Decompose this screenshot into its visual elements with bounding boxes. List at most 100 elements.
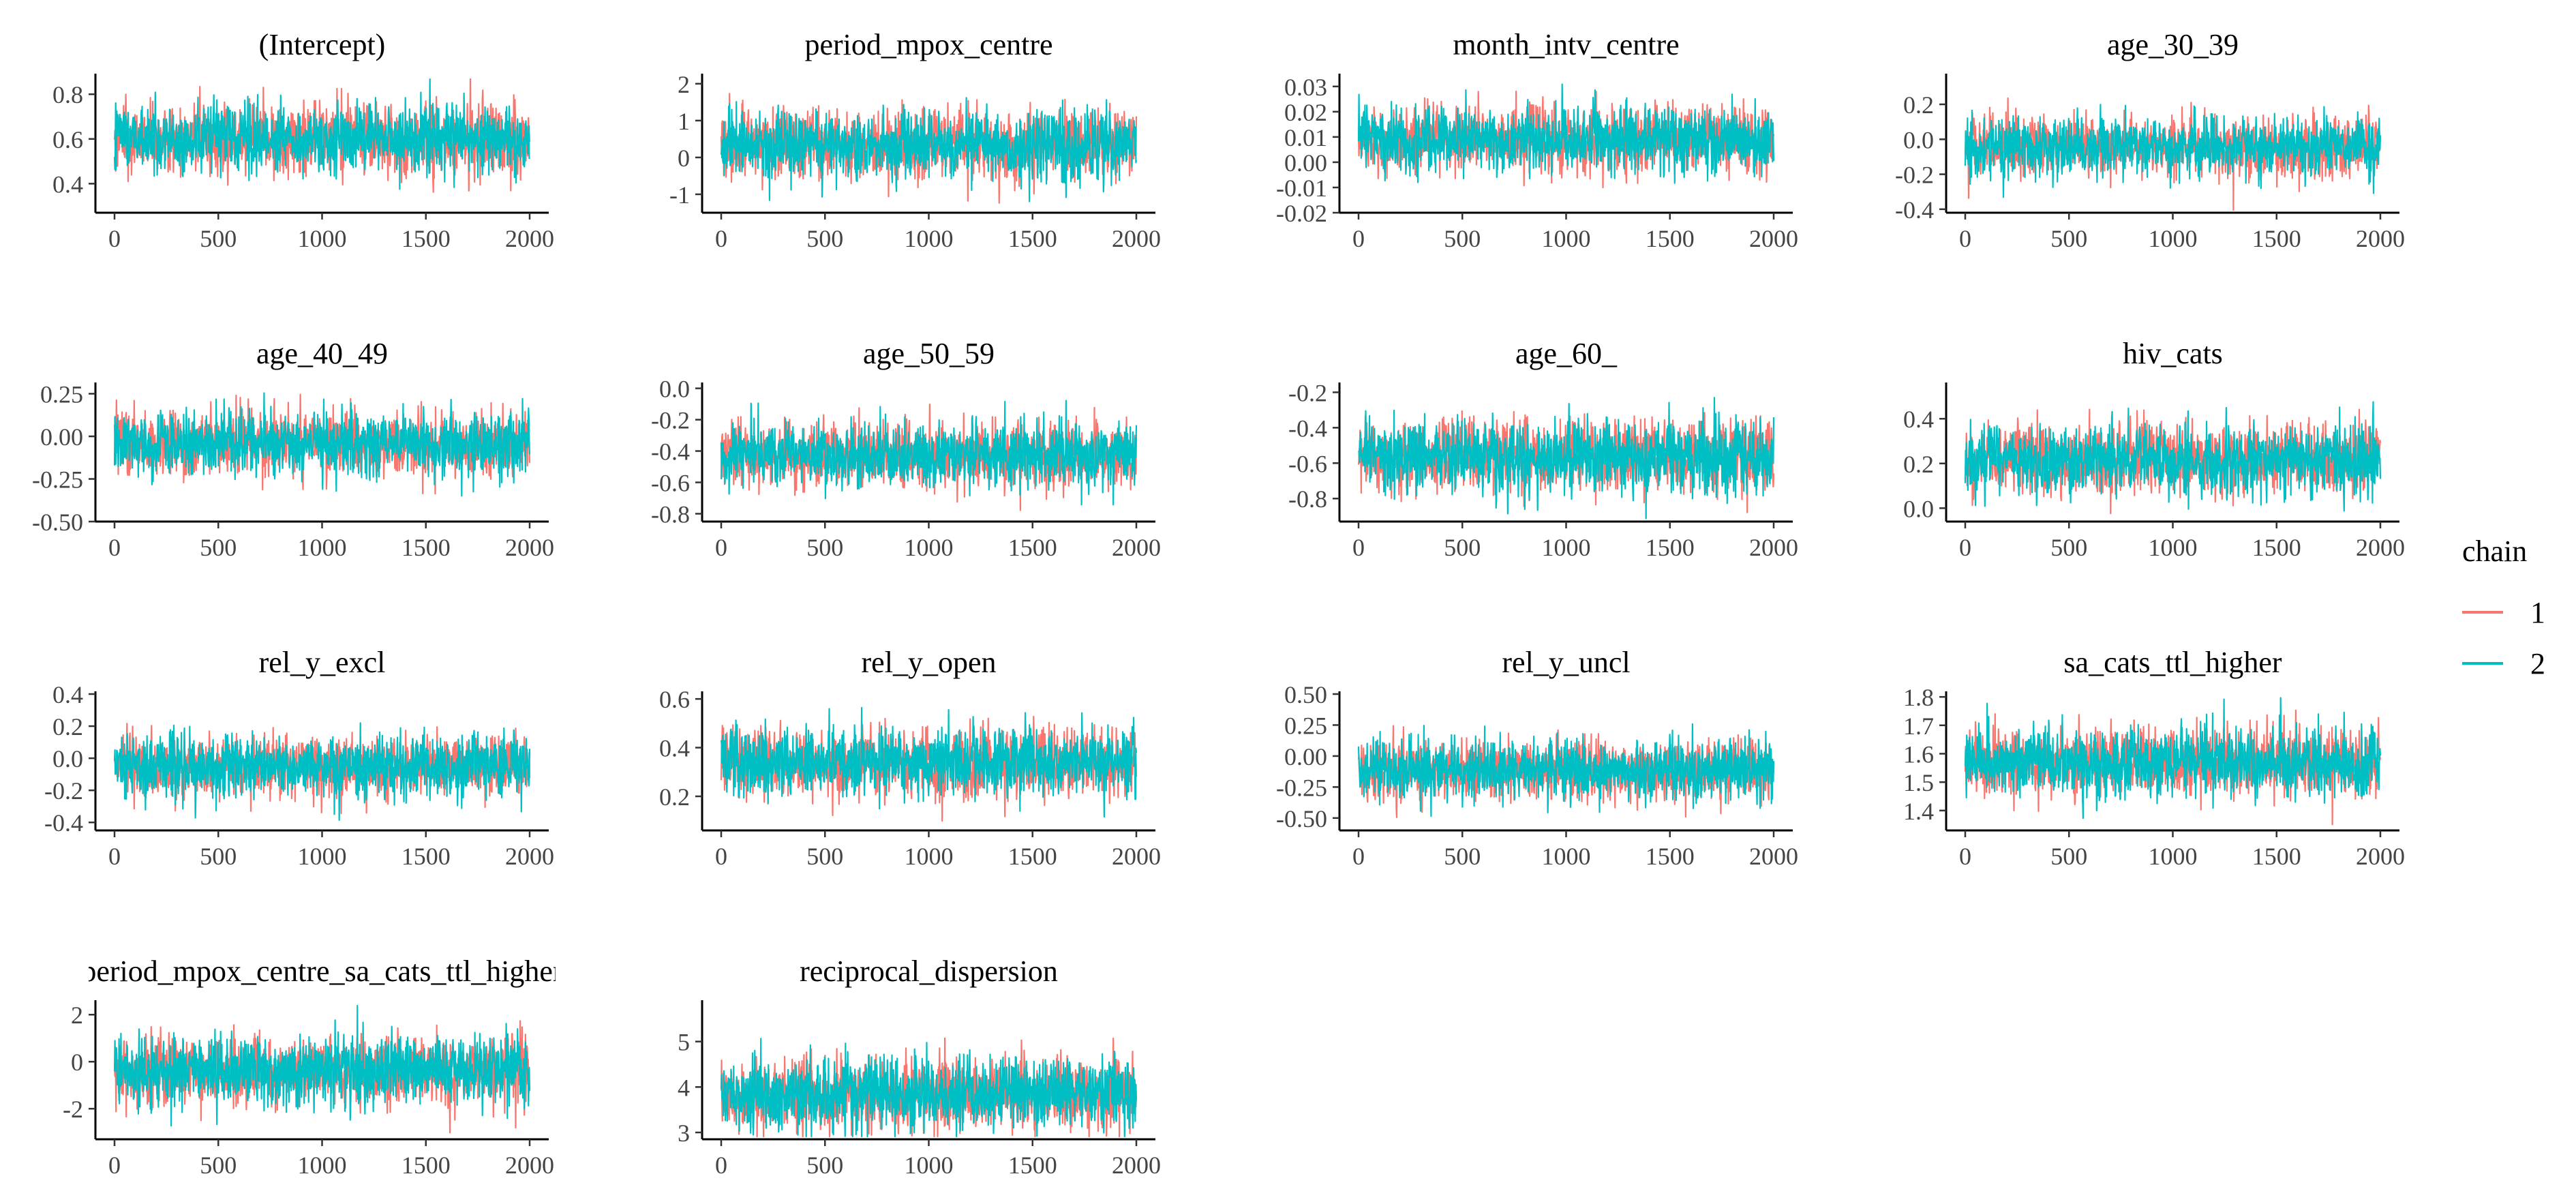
y-tick-label: -1 bbox=[669, 181, 690, 209]
x-tick-label: 0 bbox=[108, 534, 121, 561]
y-tick-label: 0.0 bbox=[1903, 495, 1934, 522]
legend-entry-1: 1 bbox=[2462, 596, 2545, 629]
panel-title-month-intv-centre: month_intv_centre bbox=[1453, 28, 1679, 61]
x-tick-label: 1000 bbox=[905, 1152, 954, 1179]
y-tick-label: 0.4 bbox=[1903, 406, 1934, 433]
legend-label-chain-2: 2 bbox=[2530, 647, 2545, 680]
y-tick-label: 0 bbox=[678, 145, 690, 172]
y-tick-label: -0.25 bbox=[1276, 774, 1327, 801]
panel-sa-cats-ttl-higher: sa_cats_ttl_higher 1.41.51.61.71.8 0 500 100… bbox=[1903, 646, 2405, 870]
panel-title-intercept: (Intercept) bbox=[259, 28, 386, 61]
y-tick-label: -0.4 bbox=[1895, 196, 1934, 224]
trace-age-30-39-chain-2 bbox=[1964, 104, 2382, 198]
x-tick-label: 2000 bbox=[2356, 225, 2405, 252]
x-tick-label: 1500 bbox=[1008, 1152, 1057, 1179]
x-tick-label: 2000 bbox=[505, 843, 554, 870]
x-tick-label: 1000 bbox=[905, 225, 954, 252]
x-tick-label: 0 bbox=[715, 225, 727, 252]
y-tick-label: -0.01 bbox=[1276, 175, 1327, 202]
y-tick-label: 1.5 bbox=[1903, 769, 1934, 796]
x-tick-label: 0 bbox=[1352, 534, 1365, 561]
x-tick-label: 2000 bbox=[2356, 534, 2405, 561]
y-tick-label: 0.0 bbox=[1903, 126, 1934, 153]
panel-age-40-49: age_40_49 -0.50 -0.25 0.00 0.25 0 500 1000 1500 2… bbox=[32, 337, 554, 561]
x-tick-label: 500 bbox=[806, 534, 843, 561]
trace-rel-y-excl-chain-2 bbox=[113, 722, 531, 821]
x-tick-label: 2000 bbox=[1749, 843, 1798, 870]
x-tick-label: 1000 bbox=[298, 1152, 347, 1179]
y-tick-label: 0.2 bbox=[659, 783, 690, 811]
trace-sa-cats-ttl-higher-chain-2 bbox=[1964, 697, 2382, 820]
x-tick-label: 2000 bbox=[1112, 225, 1161, 252]
x-tick-label: 1500 bbox=[401, 534, 451, 561]
y-tick-label: 0.00 bbox=[1284, 149, 1327, 177]
x-tick-label: 500 bbox=[1444, 225, 1481, 252]
panel-intercept: (Intercept) 0.4 0.6 0.8 0 500 1000 1500 2000 bbox=[52, 28, 554, 252]
y-tick-label: 2 bbox=[678, 71, 690, 98]
x-tick-label: 2000 bbox=[505, 1152, 554, 1179]
x-tick-label: 1000 bbox=[2149, 534, 2198, 561]
x-tick-label: 1000 bbox=[905, 534, 954, 561]
y-tick-label: 0.0 bbox=[659, 376, 690, 403]
y-tick-label: 0.50 bbox=[1284, 681, 1327, 708]
panel-title-period-mpox-centre: period_mpox_centre bbox=[804, 28, 1052, 61]
trace-rel-y-uncl-chain-2 bbox=[1357, 723, 1775, 817]
x-tick-label: 1000 bbox=[298, 225, 347, 252]
y-tick-label: -0.8 bbox=[651, 501, 690, 528]
x-tick-label: 2000 bbox=[1749, 225, 1798, 252]
x-tick-label: 1500 bbox=[1646, 534, 1695, 561]
panel-period-mpox-centre-sa-cats-ttl-higher: period_mpox_centre_sa_cats_ttl_higher -2 0… bbox=[63, 955, 556, 1179]
y-tick-label: 0.00 bbox=[1284, 743, 1327, 770]
y-tick-label: -0.4 bbox=[44, 809, 83, 837]
x-tick-label: 1000 bbox=[1542, 534, 1591, 561]
trace-month-intv-centre-chain-2 bbox=[1357, 83, 1775, 184]
trace-intercept-chain-2 bbox=[113, 78, 530, 190]
y-tick-label: 0.0 bbox=[52, 745, 83, 772]
x-tick-label: 2000 bbox=[2356, 843, 2405, 870]
x-tick-label: 0 bbox=[1959, 843, 1971, 870]
y-tick-label: 1.6 bbox=[1903, 741, 1934, 768]
y-tick-label: 1.4 bbox=[1903, 798, 1934, 825]
panel-period-mpox-centre: period_mpox_centre -1 0 1 2 0 500 1000 1500 2000 bbox=[669, 28, 1161, 252]
panel-rel-y-uncl: rel_y_uncl -0.50 -0.25 0.00 0.25 0.50 0 500 1000… bbox=[1276, 646, 1798, 870]
trace-period-mpox-centre-sa-cats-ttl-higher-chain-2 bbox=[113, 1004, 531, 1127]
y-tick-label: 0.4 bbox=[52, 170, 83, 198]
panel-rel-y-open: rel_y_open 0.2 0.4 0.6 0 500 1000 1500 2000 bbox=[659, 646, 1161, 870]
y-tick-label: 0.4 bbox=[52, 681, 83, 708]
x-tick-label: 1000 bbox=[2149, 225, 2198, 252]
x-tick-label: 1500 bbox=[2252, 225, 2301, 252]
panel-title-reciprocal-dispersion: reciprocal_dispersion bbox=[800, 955, 1058, 988]
x-tick-label: 500 bbox=[2050, 843, 2087, 870]
legend-title: chain bbox=[2462, 535, 2527, 568]
y-tick-label: -0.2 bbox=[44, 777, 83, 805]
x-tick-label: 1000 bbox=[2149, 843, 2198, 870]
trace-hiv-cats-chain-2 bbox=[1964, 401, 2382, 512]
y-tick-label: 0.4 bbox=[659, 735, 690, 762]
x-tick-label: 1500 bbox=[1646, 225, 1695, 252]
panel-hiv-cats: hiv_cats 0.0 0.2 0.4 0 500 1000 1500 2000 bbox=[1903, 337, 2405, 561]
y-tick-label: 0.00 bbox=[40, 423, 83, 451]
x-tick-label: 1500 bbox=[1008, 534, 1057, 561]
x-tick-label: 1000 bbox=[905, 843, 954, 870]
x-tick-label: 500 bbox=[200, 534, 237, 561]
x-tick-label: 1500 bbox=[1008, 843, 1057, 870]
y-tick-label: -0.50 bbox=[32, 509, 83, 536]
x-tick-label: 500 bbox=[2050, 225, 2087, 252]
y-tick-label: -0.8 bbox=[1288, 485, 1327, 513]
x-tick-label: 1500 bbox=[401, 1152, 451, 1179]
panel-title-rel-y-uncl: rel_y_uncl bbox=[1502, 646, 1630, 679]
x-tick-label: 2000 bbox=[1749, 534, 1798, 561]
y-tick-label: 2 bbox=[71, 1002, 83, 1029]
panel-title-rel-y-open: rel_y_open bbox=[862, 646, 997, 679]
y-tick-label: -0.50 bbox=[1276, 805, 1327, 832]
y-tick-label: -0.2 bbox=[651, 407, 690, 434]
trace-period-mpox-centre-chain-2 bbox=[720, 97, 1138, 202]
panel-title-age-30-39: age_30_39 bbox=[2107, 28, 2239, 61]
x-tick-label: 0 bbox=[1352, 225, 1365, 252]
panel-title-age-60: age_60_ bbox=[1515, 337, 1618, 370]
y-tick-label: 0.6 bbox=[659, 686, 690, 713]
y-tick-label: 0.6 bbox=[52, 126, 83, 153]
trace-age-40-49-chain-2 bbox=[113, 392, 531, 497]
y-tick-label: -0.25 bbox=[32, 466, 83, 494]
panel-age-50-59: age_50_59 -0.8 -0.6 -0.4 -0.2 0.0 0 500 1000 1500… bbox=[651, 337, 1161, 561]
